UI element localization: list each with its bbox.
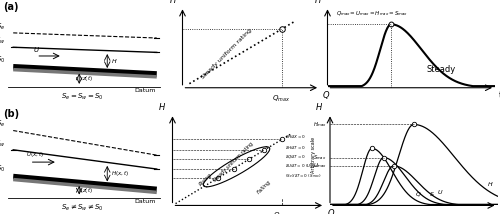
Text: $S_e = S_w = S_0$: $S_e = S_w = S_0$ (61, 92, 104, 102)
Text: Arbitrary scale: Arbitrary scale (311, 137, 316, 173)
Text: $H$: $H$ (110, 57, 117, 65)
Text: $(S_e)/\partial T=0\ (S_{max})$: $(S_e)/\partial T=0\ (S_{max})$ (286, 172, 322, 180)
Text: time: time (498, 91, 500, 100)
Text: $H(x,t)$: $H(x,t)$ (110, 169, 128, 178)
Text: $S_{max}$: $S_{max}$ (313, 153, 326, 162)
Text: $S_e$: $S_e$ (0, 22, 5, 32)
Text: Q: Q (323, 91, 330, 100)
Text: $S_w$: $S_w$ (0, 138, 5, 149)
Text: $U(x,t)$: $U(x,t)$ (26, 150, 44, 159)
Text: $Q$: $Q$ (416, 190, 422, 198)
Text: H: H (316, 103, 322, 111)
Text: H: H (158, 103, 165, 111)
Text: $\partial H/\partial T=0$: $\partial H/\partial T=0$ (286, 144, 306, 151)
Text: Datum: Datum (134, 199, 156, 204)
Text: Steady uniform rating: Steady uniform rating (200, 27, 252, 80)
Text: $S_e$: $S_e$ (0, 119, 5, 129)
Text: $S_0$: $S_0$ (0, 164, 5, 174)
Text: Q: Q (328, 209, 334, 214)
Text: (a): (a) (4, 2, 19, 12)
Text: Datum: Datum (134, 88, 156, 94)
Text: $\partial H/\partial X=0$: $\partial H/\partial X=0$ (286, 133, 306, 140)
Text: Steady uniform rating: Steady uniform rating (212, 141, 254, 183)
Text: $z(t)$: $z(t)$ (82, 186, 94, 195)
Text: $U_{max}$: $U_{max}$ (312, 161, 326, 170)
Text: (b): (b) (4, 109, 20, 119)
Text: $\partial U/\partial T=0\ (U_{max})$: $\partial U/\partial T=0\ (U_{max})$ (286, 162, 320, 170)
Text: $Q_{max}$: $Q_{max}$ (272, 94, 290, 104)
Text: $U$: $U$ (33, 45, 40, 54)
Text: H: H (170, 0, 175, 5)
Text: Rising: Rising (198, 172, 214, 187)
Text: $S_w$: $S_w$ (0, 36, 5, 46)
Text: Steady: Steady (427, 65, 456, 74)
Text: $H_{max}$: $H_{max}$ (312, 120, 326, 129)
Text: $Q_{max} = U_{max} = H_{max} = S_{max}$: $Q_{max} = U_{max} = H_{max} = S_{max}$ (336, 9, 408, 18)
Text: $H$: $H$ (488, 180, 494, 188)
Text: $\partial Q/\partial T=0$: $\partial Q/\partial T=0$ (286, 153, 306, 160)
Text: H: H (314, 0, 321, 5)
Text: $z(t)$: $z(t)$ (82, 74, 94, 83)
Text: $U$: $U$ (437, 188, 444, 196)
Text: $S$: $S$ (429, 190, 434, 198)
Text: $S_0$: $S_0$ (0, 55, 5, 65)
Text: $Q_{max}$: $Q_{max}$ (273, 211, 291, 214)
Text: Falling: Falling (256, 179, 272, 195)
Text: $S_e \neq S_w \neq S_0$: $S_e \neq S_w \neq S_0$ (61, 203, 104, 213)
